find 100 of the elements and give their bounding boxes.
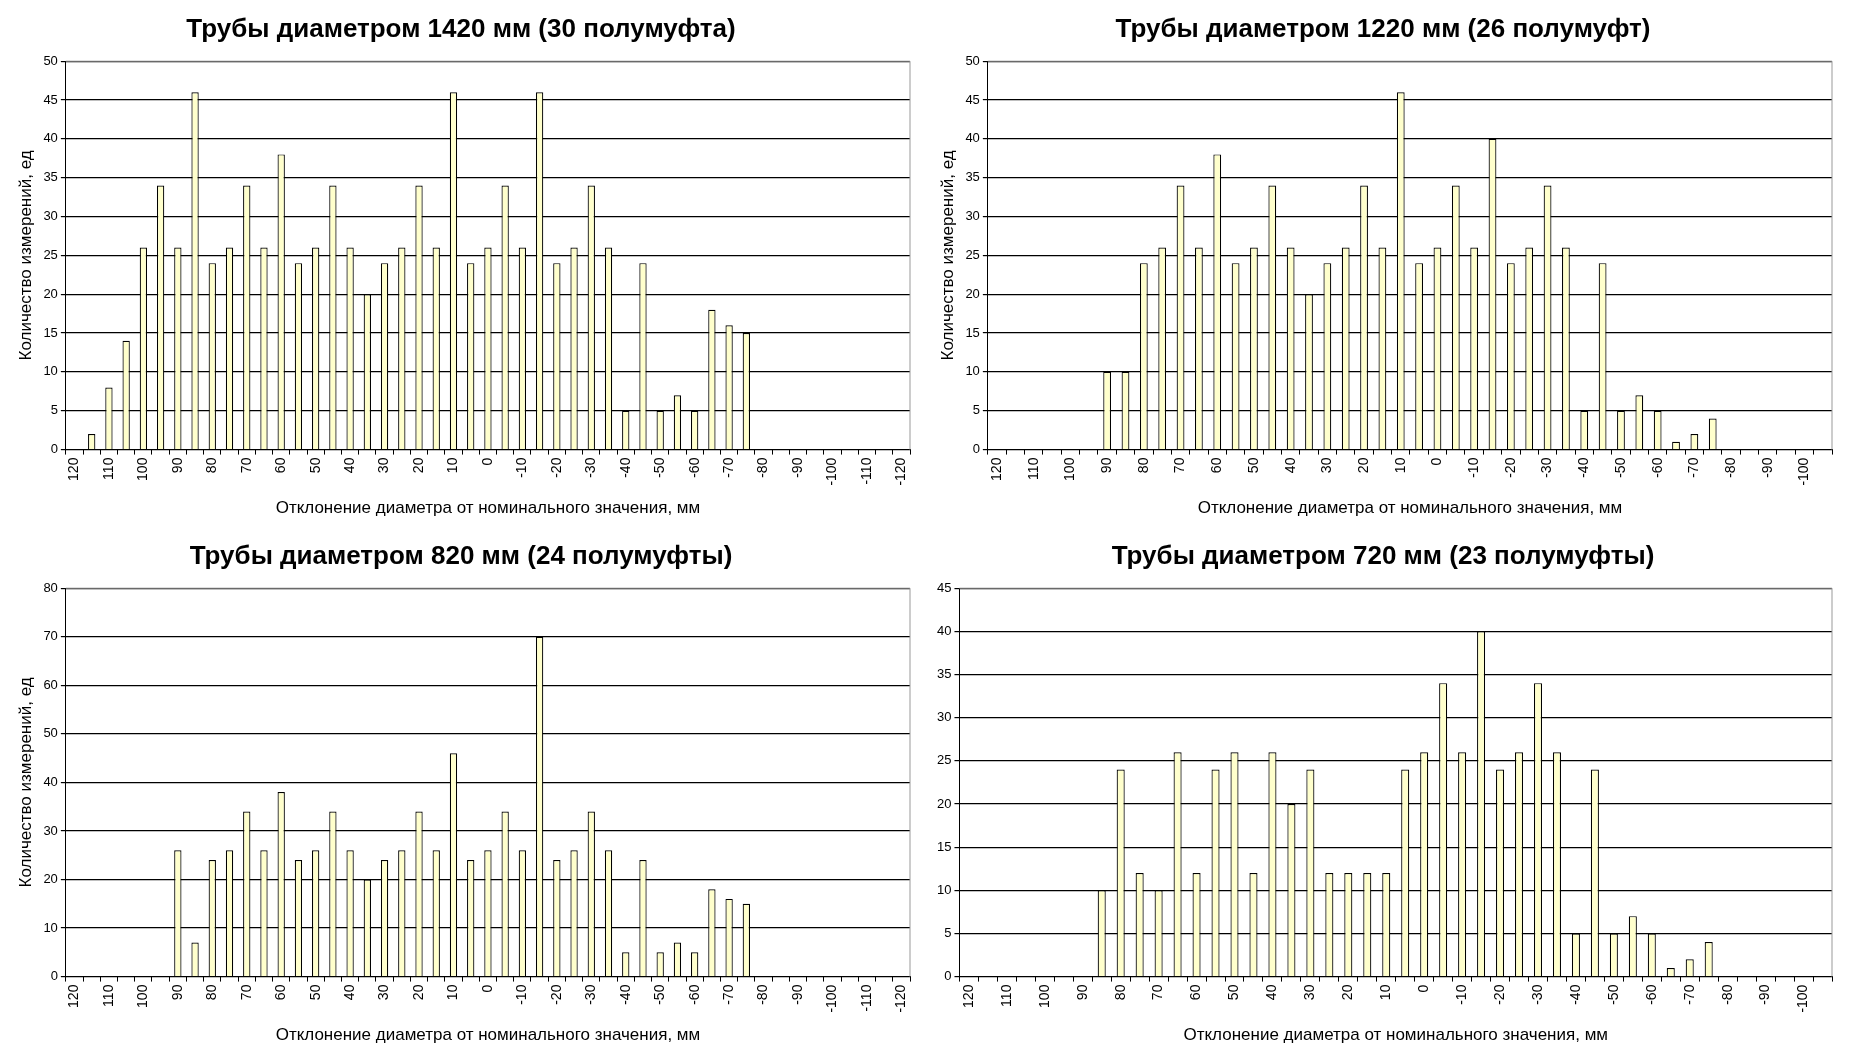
x-tick-label: -100 — [1795, 457, 1812, 486]
x-tick-label: 20 — [1354, 457, 1371, 474]
x-tick-label: -50 — [651, 457, 668, 478]
x-tick-label: 40 — [1263, 984, 1280, 1001]
x-tick-label: 50 — [306, 457, 323, 474]
y-tick-label: 30 — [43, 822, 58, 838]
y-tick-label: 15 — [43, 324, 58, 340]
x-tick-label: -70 — [1685, 457, 1702, 478]
x-tick-label: -10 — [513, 457, 530, 478]
y-tick-label: 25 — [936, 752, 952, 768]
x-tick-label: -20 — [1490, 984, 1507, 1005]
x-tick-label: 110 — [997, 984, 1014, 1007]
y-tick-label: 15 — [936, 838, 952, 854]
y-axis-title: Количество измерений, ед — [15, 677, 35, 888]
x-tick-label: -110 — [857, 984, 874, 1012]
y-tick-label: 45 — [965, 91, 980, 107]
y-tick-label: 10 — [965, 363, 980, 379]
x-tick-label: -110 — [857, 457, 874, 485]
x-tick-label: 120 — [959, 984, 976, 1008]
x-tick-label: -60 — [1642, 984, 1659, 1005]
x-tick-label: 110 — [99, 457, 116, 480]
x-tick-label: -90 — [788, 457, 805, 478]
x-tick-label: 100 — [134, 457, 151, 481]
x-tick-label: 120 — [65, 984, 82, 1008]
y-tick-label: 70 — [43, 628, 58, 644]
x-tick-label: 100 — [1061, 457, 1078, 481]
x-tick-label: 90 — [1073, 984, 1090, 1001]
x-axis-title: Отклонение диаметра от номинального значения, мм — [1183, 1025, 1608, 1045]
x-tick-label: -30 — [1538, 457, 1555, 478]
y-tick-label: 35 — [965, 169, 980, 185]
y-axis-title: Количество измерений, ед — [15, 150, 35, 361]
x-tick-label: 70 — [237, 457, 254, 474]
x-tick-label: 20 — [409, 984, 426, 1001]
x-tick-label: -90 — [1756, 984, 1773, 1005]
y-tick-label: 30 — [936, 709, 952, 725]
x-tick-label: -60 — [685, 457, 702, 478]
y-tick-label: 5 — [50, 402, 58, 418]
x-tick-label: 70 — [1149, 984, 1166, 1001]
x-tick-label: -90 — [788, 984, 805, 1005]
y-tick-label: 45 — [936, 579, 952, 595]
y-tick-label: 25 — [43, 246, 58, 262]
chart-title: Трубы диаметром 1220 мм (26 полумуфт) — [1115, 12, 1651, 43]
x-tick-label: 10 — [1377, 984, 1394, 1001]
x-tick-label: -70 — [1680, 984, 1697, 1005]
x-tick-label: 60 — [1208, 457, 1225, 474]
y-tick-label: 40 — [43, 130, 58, 146]
x-tick-label: -100 — [823, 984, 840, 1013]
chart-title: Трубы диаметром 820 мм (24 полумуфты) — [189, 539, 733, 570]
x-tick-label: 120 — [65, 457, 82, 481]
x-tick-label: -80 — [1721, 457, 1738, 478]
x-tick-label: 70 — [237, 984, 254, 1001]
y-tick-label: 20 — [936, 795, 952, 811]
x-tick-label: -120 — [892, 984, 909, 1013]
x-tick-label: 40 — [340, 457, 357, 474]
y-tick-label: 40 — [936, 622, 952, 638]
x-tick-label: 90 — [1098, 457, 1114, 474]
x-tick-label: 80 — [203, 984, 220, 1001]
y-tick-label: 60 — [43, 676, 58, 692]
x-tick-label: 90 — [168, 457, 185, 474]
x-tick-label: -40 — [1575, 457, 1592, 478]
y-tick-label: 20 — [965, 285, 980, 301]
y-tick-label: 30 — [43, 208, 58, 224]
y-tick-label: 15 — [965, 324, 980, 340]
x-tick-label: 0 — [478, 457, 495, 466]
chart-title: Трубы диаметром 1420 мм (30 полумуфта) — [186, 12, 736, 43]
y-tick-label: 20 — [43, 871, 58, 887]
x-tick-label: -100 — [823, 457, 840, 486]
x-tick-label: 100 — [134, 984, 151, 1008]
x-tick-label: -40 — [1566, 984, 1583, 1005]
x-tick-label: 110 — [1024, 457, 1041, 480]
x-tick-label: -10 — [1465, 457, 1482, 478]
y-tick-label: 10 — [43, 363, 58, 379]
x-tick-label: -80 — [1718, 984, 1735, 1005]
x-tick-label: -10 — [1452, 984, 1469, 1005]
x-tick-label: -70 — [719, 457, 736, 478]
x-tick-label: 30 — [1318, 457, 1335, 474]
x-tick-label: 50 — [1225, 984, 1242, 1001]
x-tick-label: -30 — [582, 984, 599, 1005]
x-tick-label: 10 — [444, 984, 461, 1001]
y-tick-label: 10 — [43, 919, 58, 935]
y-tick-label: 25 — [965, 246, 980, 262]
x-tick-label: -30 — [1528, 984, 1545, 1005]
y-tick-label: 50 — [43, 725, 58, 741]
x-tick-label: 110 — [99, 984, 116, 1007]
x-tick-label: 40 — [340, 984, 357, 1001]
x-tick-label: 60 — [272, 984, 289, 1001]
x-tick-label: 80 — [1111, 984, 1128, 1001]
x-tick-label: -30 — [582, 457, 599, 478]
x-tick-label: 0 — [1428, 457, 1445, 466]
x-tick-label: -10 — [513, 984, 530, 1005]
x-tick-label: 30 — [375, 457, 392, 474]
x-tick-label: 0 — [1415, 984, 1432, 993]
x-tick-label: -80 — [754, 984, 771, 1005]
x-tick-label: -20 — [547, 457, 564, 478]
x-tick-label: 20 — [1339, 984, 1356, 1001]
y-tick-label: 35 — [936, 666, 952, 682]
y-tick-label: 40 — [965, 130, 980, 146]
x-tick-label: 80 — [1134, 457, 1151, 474]
x-tick-label: -20 — [1501, 457, 1518, 478]
y-tick-label: 5 — [944, 925, 952, 940]
